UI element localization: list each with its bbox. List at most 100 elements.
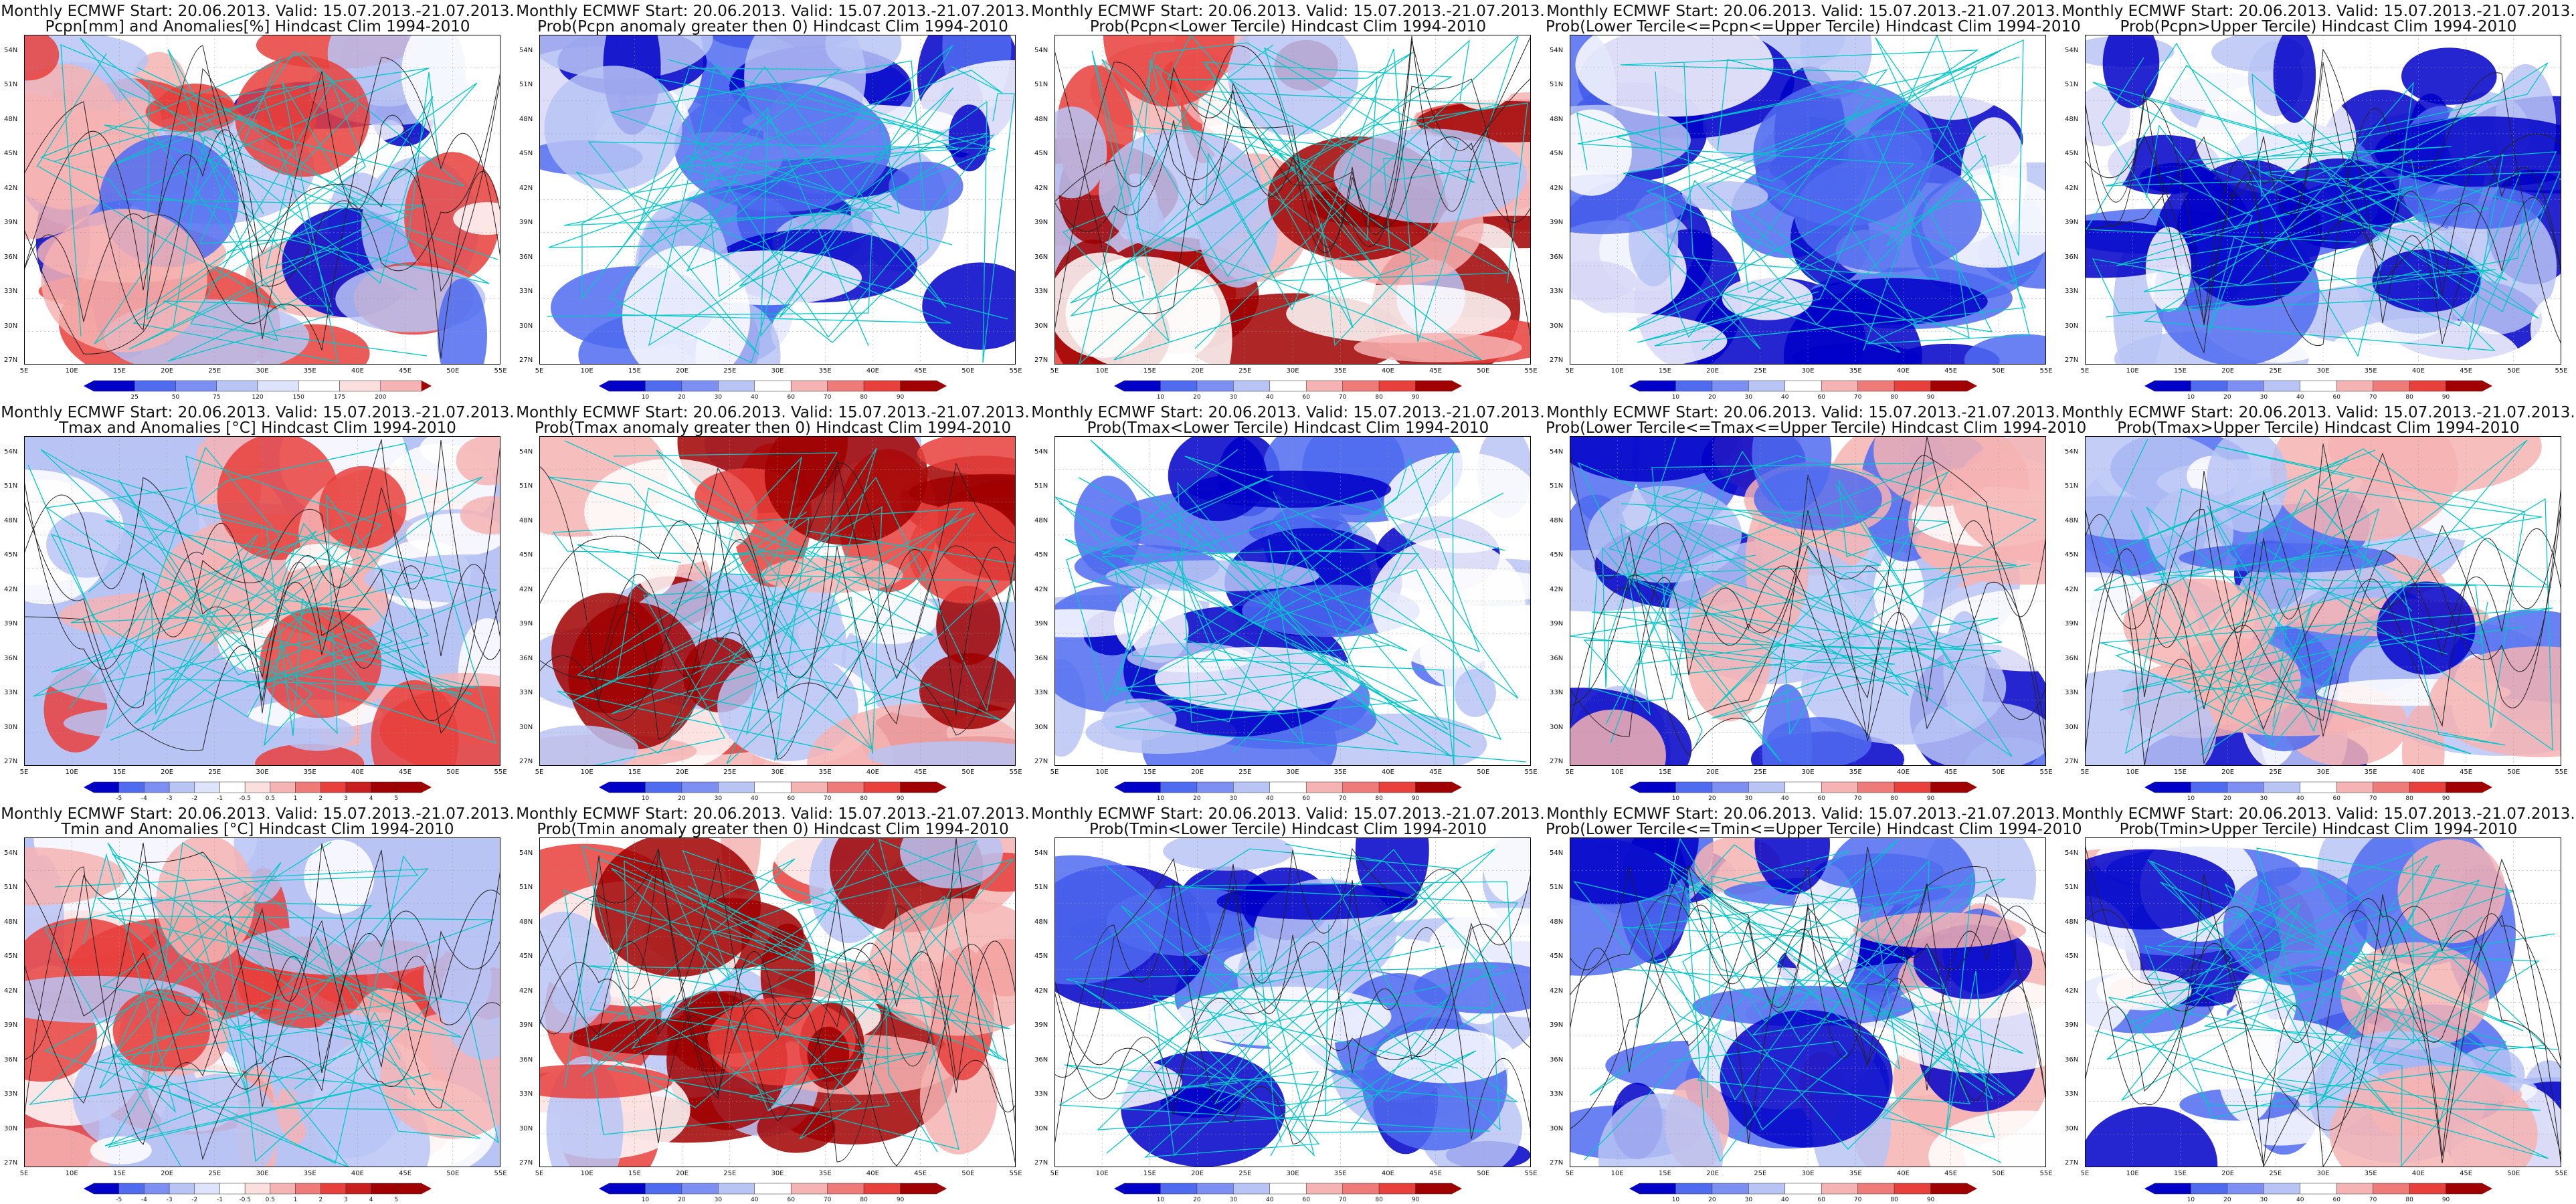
lat-tick-label: 39N <box>1034 620 1048 628</box>
lat-tick-label: 27N <box>1550 758 1564 765</box>
lon-tick-label: 15E <box>112 769 126 776</box>
colorbar <box>84 781 432 793</box>
lat-tick-label: 33N <box>519 1090 533 1098</box>
lon-tick-label: 15E <box>2173 367 2187 375</box>
lat-tick-label: 30N <box>4 322 18 330</box>
lat-tick-label: 51N <box>4 884 18 892</box>
lat-tick-label: 45N <box>1550 551 1564 559</box>
lat-tick-label: 42N <box>4 585 18 593</box>
map-panel: Monthly ECMWF Start: 20.06.2013. Valid: … <box>1546 401 2086 803</box>
colorbar-tick-label: 40 <box>751 394 759 401</box>
colorbar-tick-label: 40 <box>1781 1197 1789 1203</box>
lat-tick-label: 33N <box>4 689 18 697</box>
lon-tick-label: 55E <box>2039 1170 2053 1177</box>
lon-tick-label: 40E <box>351 1170 364 1177</box>
lat-tick-label: 54N <box>519 47 533 54</box>
lat-tick-label: 54N <box>2065 849 2079 857</box>
lon-tick-label: 15E <box>2173 1170 2187 1177</box>
map-frame <box>1054 35 1531 365</box>
colorbar <box>1629 781 1977 793</box>
lon-tick-label: 40E <box>2411 769 2425 776</box>
lon-tick-label: 15E <box>628 367 641 375</box>
lon-tick-label: 25E <box>1754 367 1767 375</box>
lon-tick-label: 20E <box>161 1170 174 1177</box>
colorbar-tick-label: 30 <box>1744 394 1753 401</box>
lon-tick-label: 10E <box>580 1170 593 1177</box>
lat-tick-label: 54N <box>1550 47 1564 54</box>
lon-tick-label: 55E <box>2555 769 2568 776</box>
colorbar-tick-label: 70 <box>1338 1197 1347 1203</box>
panel-title-line2: Prob(Tmax<Lower Tercile) Hindcast Clim 1… <box>1087 419 1489 437</box>
lon-tick-label: 40E <box>866 769 879 776</box>
colorbar-tick-label: 60 <box>787 795 795 802</box>
map-panel: Monthly ECMWF Start: 20.06.2013. Valid: … <box>2061 803 2576 1204</box>
lon-tick-label: 35E <box>1849 769 1862 776</box>
lon-tick-label: 20E <box>676 769 689 776</box>
colorbar-tick-label: -2 <box>191 1197 198 1203</box>
lat-tick-label: 48N <box>4 516 18 524</box>
colorbar-tick-label: 40 <box>1781 394 1789 401</box>
lat-tick-label: 30N <box>1550 322 1564 330</box>
colorbar-tick-label: -0.5 <box>239 1197 251 1203</box>
map-panel: Monthly ECMWF Start: 20.06.2013. Valid: … <box>0 401 515 803</box>
colorbar-tick-label: -5 <box>116 1197 122 1203</box>
lon-tick-label: 40E <box>1896 769 1910 776</box>
lat-tick-label: 45N <box>4 952 18 961</box>
colorbar-tick-label: 20 <box>678 394 686 401</box>
lat-tick-label: 33N <box>1550 1090 1564 1098</box>
lat-tick-label: 39N <box>1550 620 1564 628</box>
lat-tick-label: 33N <box>1550 689 1564 697</box>
colorbar-tick-label: 30 <box>1229 795 1238 802</box>
colorbar-tick-label: 30 <box>1744 795 1753 802</box>
lon-tick-label: 35E <box>2364 367 2377 375</box>
lon-tick-label: 45E <box>914 367 927 375</box>
lon-tick-label: 15E <box>2173 769 2187 776</box>
lat-tick-label: 33N <box>4 288 18 296</box>
lon-tick-label: 50E <box>1992 769 2005 776</box>
lat-tick-label: 36N <box>2065 654 2079 662</box>
lat-tick-label: 54N <box>4 448 18 456</box>
colorbar-tick-label: 10 <box>1671 394 1680 401</box>
colorbar-tick-label: 80 <box>2405 394 2413 401</box>
lat-tick-label: 36N <box>1034 253 1048 261</box>
lat-tick-label: 27N <box>2065 758 2079 765</box>
colorbar-tick-label: -3 <box>166 795 173 802</box>
lat-tick-label: 48N <box>1034 918 1048 926</box>
lon-tick-label: 30E <box>1801 1170 1815 1177</box>
lon-tick-label: 50E <box>2507 367 2520 375</box>
lat-tick-label: 48N <box>2065 115 2079 123</box>
lon-tick-label: 40E <box>1381 769 1394 776</box>
lat-tick-label: 27N <box>1034 357 1048 364</box>
lat-tick-label: 42N <box>4 987 18 995</box>
lon-tick-label: 10E <box>2126 1170 2139 1177</box>
lat-tick-label: 51N <box>4 482 18 490</box>
lon-tick-label: 5E <box>2080 769 2090 776</box>
colorbar-tick-label: 90 <box>2442 394 2450 401</box>
map-frame <box>539 436 1016 766</box>
colorbar-tick-label: 70 <box>823 394 832 401</box>
lon-tick-label: 20E <box>2221 1170 2235 1177</box>
lon-tick-label: 50E <box>961 367 975 375</box>
map-panel: Monthly ECMWF Start: 20.06.2013. Valid: … <box>2061 0 2576 401</box>
lat-tick-label: 45N <box>4 551 18 559</box>
colorbar-tick-label: 70 <box>1338 394 1347 401</box>
lon-tick-label: 5E <box>19 1170 29 1177</box>
map-panel: Monthly ECMWF Start: 20.06.2013. Valid: … <box>2061 401 2576 803</box>
map-panel: Monthly ECMWF Start: 20.06.2013. Valid: … <box>515 401 1030 803</box>
lat-tick-label: 51N <box>1034 884 1048 892</box>
map-field <box>24 35 500 365</box>
colorbar-tick-label: 90 <box>1926 795 1935 802</box>
lon-tick-label: 20E <box>1191 367 1204 375</box>
lon-tick-label: 10E <box>2126 367 2139 375</box>
map-frame <box>539 35 1016 365</box>
lat-tick-label: 54N <box>519 849 533 857</box>
lat-tick-label: 39N <box>1550 219 1564 227</box>
panel-title-line1: Monthly ECMWF Start: 20.06.2013. Valid: … <box>1031 3 1545 20</box>
panel-title-line2: Tmin and Anomalies [°C] Hindcast Clim 19… <box>61 821 454 838</box>
lon-tick-label: 10E <box>65 769 78 776</box>
colorbar-tick-label: 80 <box>860 1197 868 1203</box>
map-field <box>1054 837 1531 1167</box>
lon-tick-label: 5E <box>2080 367 2090 375</box>
map-field <box>539 35 1016 365</box>
lon-tick-label: 35E <box>1849 367 1862 375</box>
